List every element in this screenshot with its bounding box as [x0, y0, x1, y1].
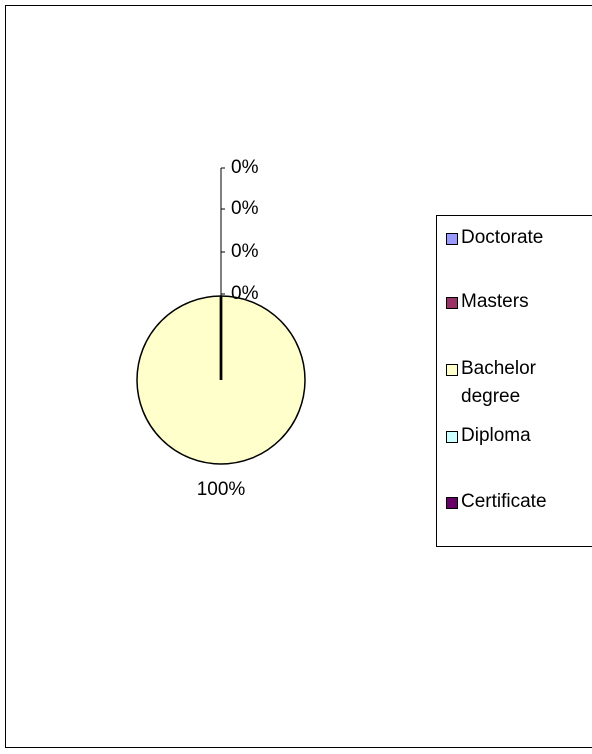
- legend-entry: Bachelor degree: [446, 355, 566, 411]
- legend-swatch: [446, 297, 458, 309]
- data-label: 0%: [231, 198, 259, 219]
- legend-label: Bachelor degree: [461, 358, 536, 407]
- data-label: 100%: [197, 479, 246, 500]
- legend-label: Doctorate: [461, 227, 544, 248]
- legend-label: Certificate: [461, 491, 547, 512]
- legend-label: Diploma: [461, 425, 531, 446]
- legend: Doctorate Masters Bachelor degree Diploma Ce…: [436, 215, 592, 547]
- data-label: 0%: [231, 157, 259, 178]
- legend-entry: Masters: [446, 288, 566, 316]
- legend-swatch: [446, 431, 458, 443]
- legend-entry: Doctorate: [446, 224, 566, 252]
- legend-label: Masters: [461, 291, 529, 312]
- data-label: 0%: [231, 283, 259, 304]
- legend-swatch: [446, 364, 458, 376]
- legend-swatch: [446, 233, 458, 245]
- legend-entry: Diploma: [446, 422, 566, 450]
- legend-entry: Certificate: [446, 488, 566, 516]
- legend-swatch: [446, 497, 458, 509]
- data-label: 0%: [231, 241, 259, 262]
